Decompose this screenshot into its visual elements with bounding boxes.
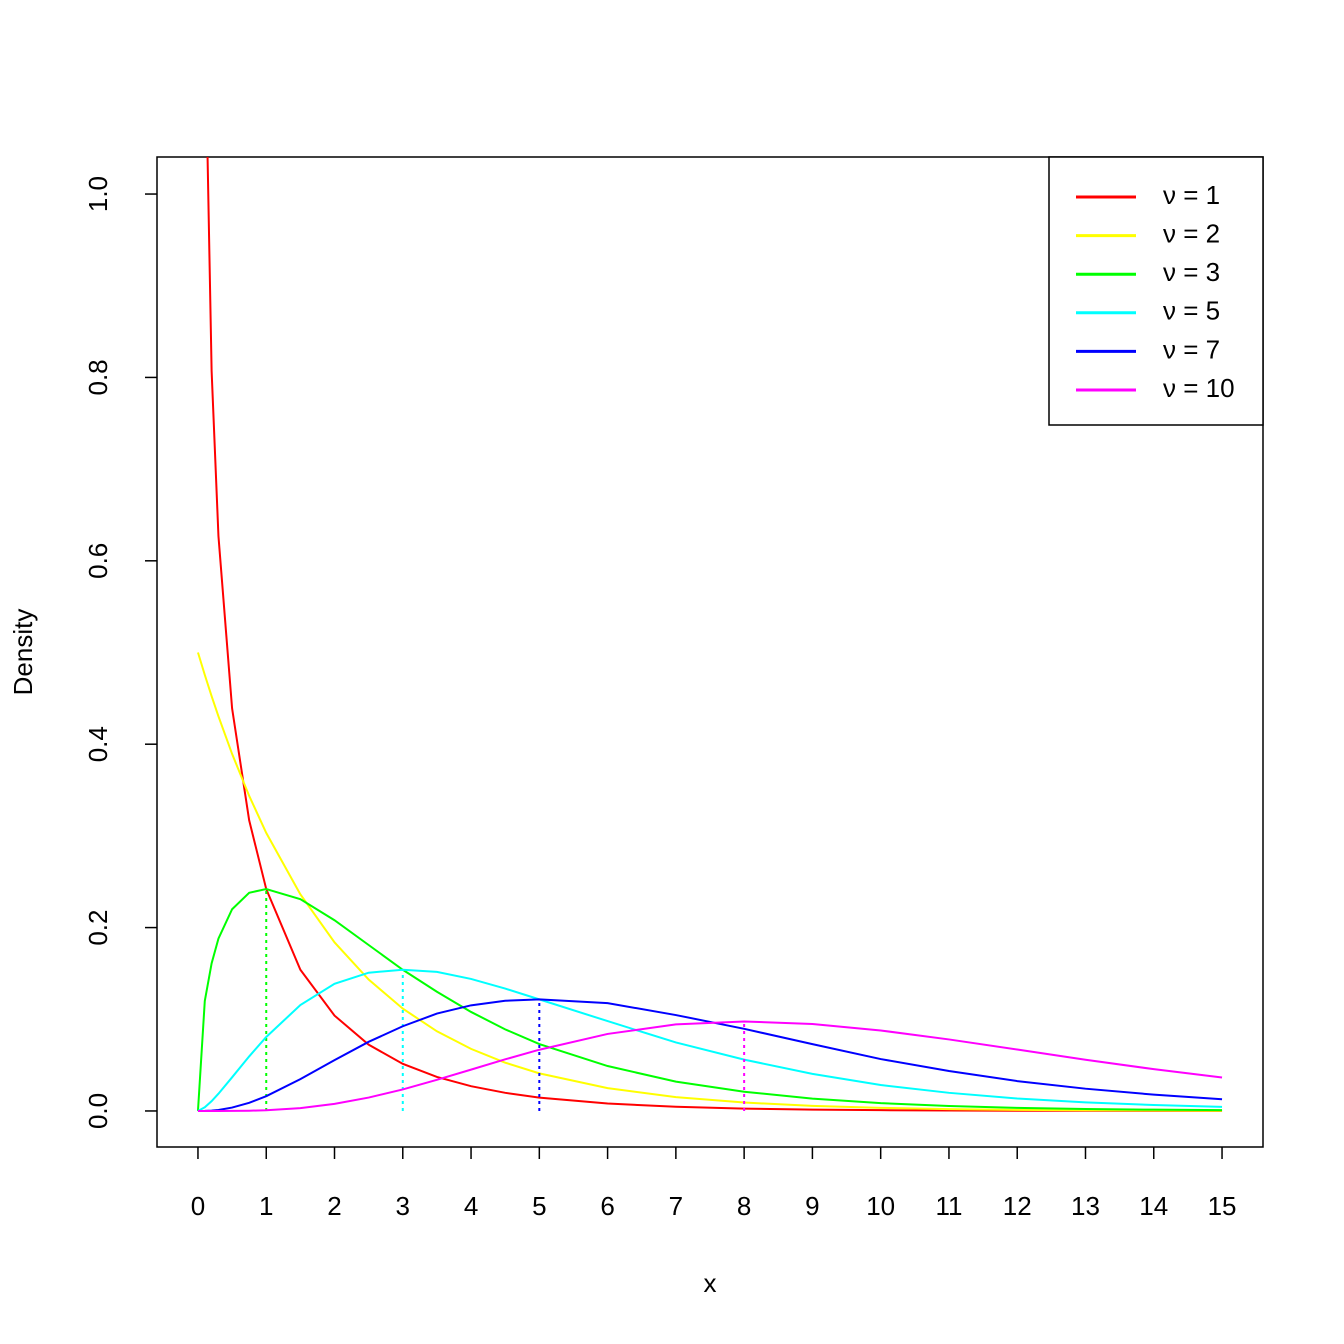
legend-label: ν = 7 <box>1163 334 1220 364</box>
legend-box <box>1048 156 1264 426</box>
x-tick-label: 10 <box>866 1191 895 1221</box>
x-tick-label: 13 <box>1071 1191 1100 1221</box>
legend-label: ν = 1 <box>1163 180 1220 210</box>
x-tick-label: 2 <box>327 1191 341 1221</box>
plot-area <box>196 157 1223 1112</box>
x-tick-label: 6 <box>600 1191 614 1221</box>
legend-label: ν = 5 <box>1163 296 1220 326</box>
x-tick-label: 11 <box>935 1191 962 1221</box>
x-tick-label: 1 <box>259 1191 273 1221</box>
y-axis-label: Density <box>8 609 38 696</box>
legend-label: ν = 10 <box>1163 373 1235 403</box>
x-tick-label: 15 <box>1208 1191 1237 1221</box>
x-tick-label: 8 <box>737 1191 751 1221</box>
x-tick-label: 12 <box>1003 1191 1032 1221</box>
legend-label: ν = 3 <box>1163 257 1220 287</box>
y-tick-label: 0.6 <box>83 543 113 579</box>
series-line <box>197 968 1223 1112</box>
x-tick-label: 5 <box>532 1191 546 1221</box>
x-tick-label: 14 <box>1139 1191 1168 1221</box>
x-tick-label: 4 <box>464 1191 478 1221</box>
y-tick-label: 0.2 <box>83 910 113 946</box>
series-line <box>206 157 1223 1112</box>
x-tick-label: 9 <box>805 1191 819 1221</box>
y-tick-label: 1.0 <box>83 176 113 212</box>
series-line <box>197 652 1223 1112</box>
y-tick-label: 0.4 <box>83 726 113 762</box>
series-line <box>196 888 1223 1112</box>
y-tick-label: 0.0 <box>83 1093 113 1129</box>
series-line <box>197 998 1223 1112</box>
x-tick-label: 0 <box>191 1191 205 1221</box>
y-tick-label: 0.8 <box>83 359 113 395</box>
series-line <box>197 1020 1223 1112</box>
legend-label: ν = 2 <box>1163 218 1220 248</box>
x-tick-label: 3 <box>396 1191 410 1221</box>
legend: ν = 1 ν = 2 ν = 3 ν = 5 ν = 7 ν = 10 <box>1048 156 1264 426</box>
x-tick-label: 7 <box>669 1191 683 1221</box>
plot-frame <box>156 156 1264 1148</box>
x-axis-label: x <box>704 1268 717 1298</box>
